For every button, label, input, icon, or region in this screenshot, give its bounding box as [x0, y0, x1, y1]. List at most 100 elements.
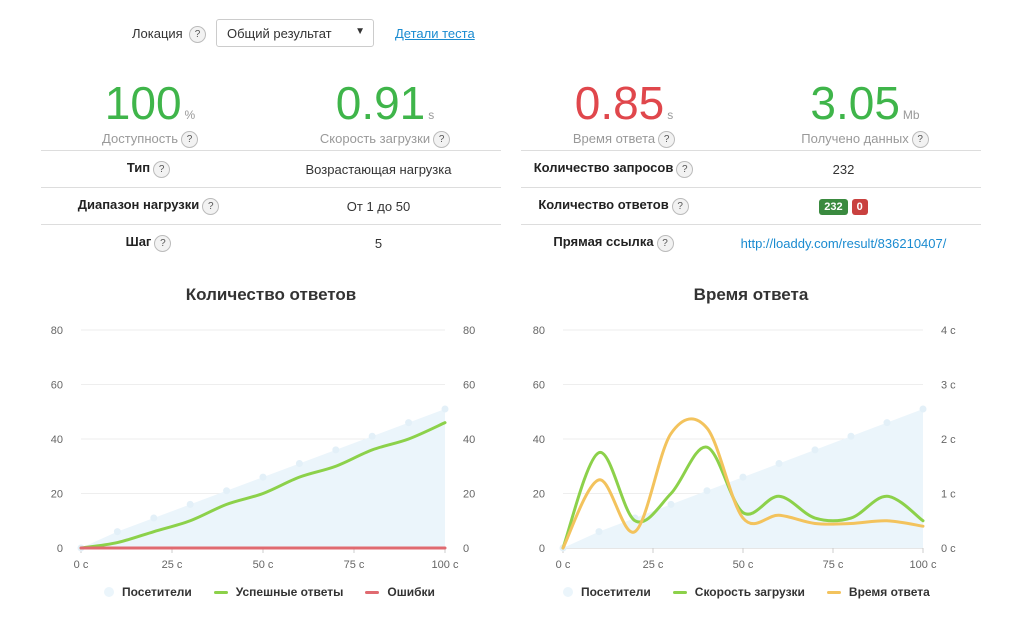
- y-tick-label: 20: [533, 489, 545, 501]
- row-value: 5: [256, 224, 501, 261]
- test-details-link[interactable]: Детали теста: [395, 26, 475, 41]
- help-icon[interactable]: ?: [911, 131, 929, 149]
- response-time-line: [561, 417, 925, 550]
- legend-label: Время ответа: [848, 585, 930, 599]
- legend-marker: [563, 587, 573, 597]
- visitors-point: [405, 419, 413, 427]
- help-icon[interactable]: ?: [671, 197, 689, 215]
- response-time-chart: 0 20 40 60 80 0 с 1 с 2 с 3 с 4 с 0 с 25 с 50 с 75 с 1…: [533, 325, 956, 571]
- legend-marker: [672, 590, 687, 594]
- metric-unit: Mb: [902, 108, 920, 122]
- responses-count-chart: 0 20 40 60 80 0 20 40 60 80 0 с 25 с 50 с 75 с 100 с: [51, 325, 476, 571]
- y2-tick-label: 2 с: [941, 434, 956, 446]
- legend-item[interactable]: Время ответа: [826, 585, 930, 599]
- metric-caption: Доступность: [102, 131, 178, 146]
- y2-tick-label: 40: [463, 434, 475, 446]
- y-tick-label: 20: [51, 489, 63, 501]
- help-icon[interactable]: ?: [656, 234, 674, 252]
- x-tick-label: 75 с: [823, 559, 844, 571]
- y-tick-label: 60: [533, 380, 545, 392]
- y2-tick-label: 0: [463, 543, 469, 555]
- metric-caption: Время ответа: [572, 131, 656, 146]
- row-key: Прямая ссылка: [553, 234, 654, 250]
- y2-tick-label: 20: [463, 489, 475, 501]
- row-value: От 1 до 50: [256, 187, 501, 225]
- y-tick-label: 0: [57, 543, 63, 555]
- metric-unit: s: [667, 108, 674, 122]
- chart-legend: Посетители Успешные ответы Ошибки: [104, 585, 435, 599]
- x-tick-label: 100 с: [910, 559, 937, 571]
- table-row: Прямая ссылка? http://loaddy.com/result/…: [521, 224, 981, 261]
- visitors-point: [883, 419, 891, 427]
- x-tick-label: 0 с: [556, 559, 571, 571]
- legend-label: Успешные ответы: [235, 585, 344, 599]
- error-count-badge: 0: [851, 198, 868, 215]
- success-count-badge: 232: [819, 198, 848, 215]
- metric-unit: %: [184, 108, 196, 122]
- visitors-point: [150, 514, 158, 522]
- metric-value: 100: [104, 77, 182, 129]
- row-value: Возрастающая нагрузка: [256, 150, 501, 188]
- legend-item[interactable]: Скорость загрузки: [672, 585, 805, 599]
- legend-marker: [104, 587, 114, 597]
- visitors-point: [368, 432, 376, 440]
- legend-item[interactable]: Успешные ответы: [213, 585, 344, 599]
- y2-tick-label: 0 с: [941, 543, 956, 555]
- legend-marker: [213, 590, 228, 594]
- visitors-point: [259, 473, 267, 481]
- x-tick-label: 25 с: [162, 559, 183, 571]
- row-value: http://loaddy.com/result/836210407/: [706, 224, 981, 261]
- help-icon[interactable]: ?: [676, 160, 694, 178]
- help-icon[interactable]: ?: [154, 234, 172, 252]
- y-tick-label: 80: [533, 325, 545, 337]
- y-tick-label: 40: [51, 434, 63, 446]
- help-icon[interactable]: ?: [658, 131, 676, 149]
- visitors-point: [667, 500, 675, 508]
- help-icon[interactable]: ?: [202, 197, 220, 215]
- chart-title: Время ответа: [693, 285, 809, 304]
- legend-item[interactable]: Посетители: [563, 585, 651, 599]
- row-key: Тип: [126, 160, 151, 176]
- visitors-point: [332, 446, 340, 454]
- test-params-table: Тип? Возрастающая нагрузка Диапазон нагр…: [41, 150, 501, 261]
- success-line: [79, 421, 447, 550]
- row-key: Диапазон нагрузки: [77, 197, 200, 213]
- visitors-point: [739, 473, 747, 481]
- row-key: Количество запросов: [533, 160, 674, 176]
- metric-data-received: 3.05 Mb Получено данных?: [755, 80, 975, 149]
- chart-legend: Посетители Скорость загрузки Время ответ…: [563, 585, 930, 599]
- help-icon[interactable]: ?: [433, 131, 451, 149]
- location-select[interactable]: Общий результат ▼: [216, 19, 374, 47]
- y-tick-label: 80: [51, 325, 63, 337]
- y2-tick-label: 1 с: [941, 489, 956, 501]
- row-key: Шаг: [125, 234, 152, 250]
- visitors-point: [703, 487, 711, 495]
- chevron-down-icon: ▼: [355, 26, 365, 37]
- metric-value: 0.85: [574, 77, 665, 129]
- visitors-point: [186, 500, 194, 508]
- help-icon[interactable]: ?: [153, 160, 171, 178]
- metric-caption: Скорость загрузки: [319, 131, 431, 146]
- chart-title: Количество ответов: [185, 285, 357, 304]
- table-row: Количество запросов? 232: [521, 150, 981, 188]
- visitors-point: [775, 460, 783, 468]
- legend-item[interactable]: Ошибки: [365, 585, 435, 599]
- location-selected-value: Общий результат: [227, 26, 332, 41]
- metric-load-speed: 0.91 s Скорость загрузки?: [275, 77, 495, 149]
- table-row: Тип? Возрастающая нагрузка: [41, 150, 501, 188]
- result-link[interactable]: http://loaddy.com/result/836210407/: [740, 235, 947, 251]
- metric-availability: 100% Доступность?: [40, 77, 260, 149]
- row-value: 232 0: [706, 187, 981, 225]
- y2-tick-label: 60: [463, 380, 475, 392]
- table-row: Шаг? 5: [41, 224, 501, 261]
- metric-response-time: 0.85 s Время ответа?: [514, 77, 734, 149]
- help-icon[interactable]: ?: [180, 131, 198, 149]
- visitors-point: [595, 528, 603, 536]
- visitors-point: [441, 405, 449, 413]
- x-tick-label: 50 с: [733, 559, 754, 571]
- location-help-icon[interactable]: ?: [189, 26, 206, 43]
- x-tick-label: 25 с: [643, 559, 664, 571]
- legend-item[interactable]: Посетители: [104, 585, 192, 599]
- metric-value: 0.91: [335, 77, 426, 129]
- y2-tick-label: 4 с: [941, 325, 956, 337]
